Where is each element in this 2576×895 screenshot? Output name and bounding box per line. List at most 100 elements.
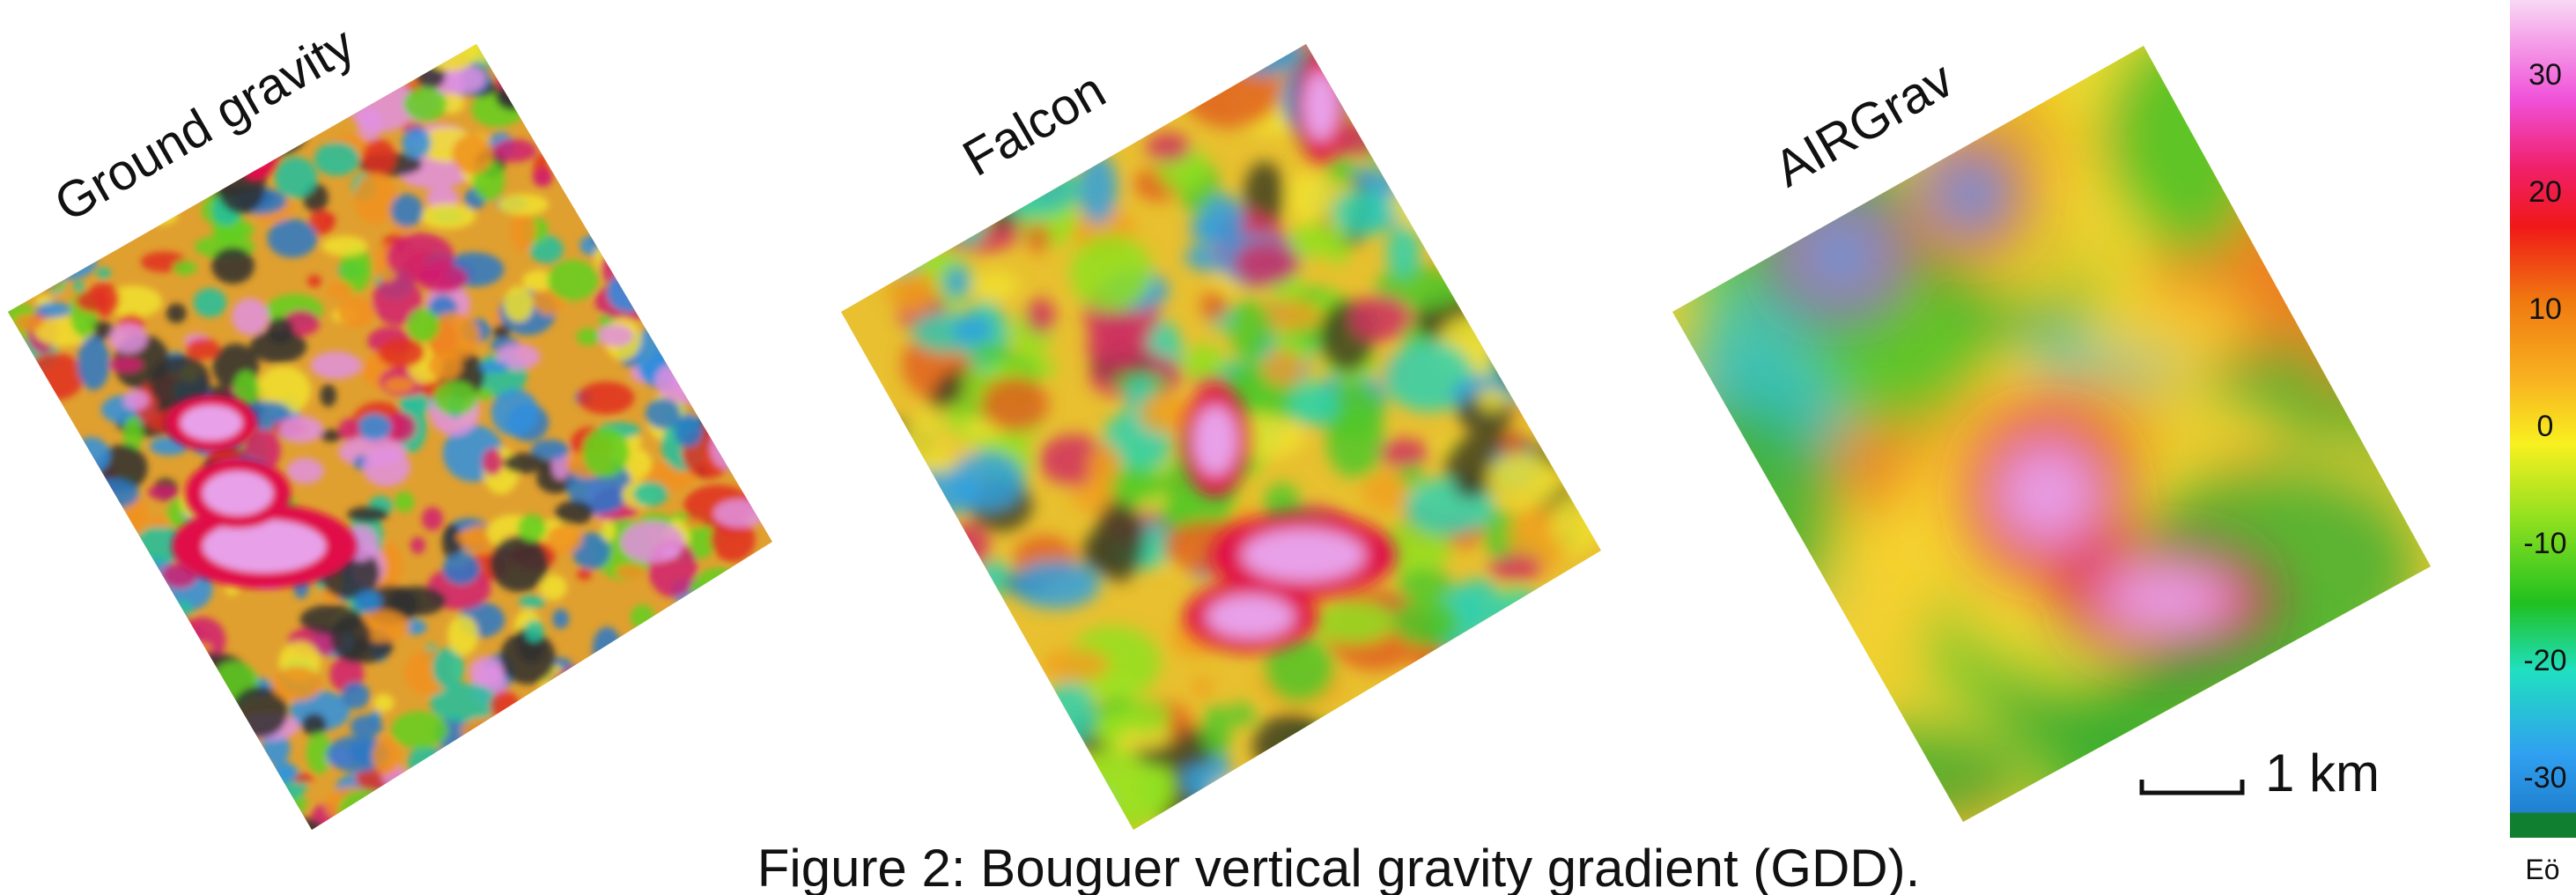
- map-blob: [698, 81, 724, 114]
- map-blob: [16, 666, 71, 692]
- map-blob: [602, 520, 616, 541]
- map-blob: [349, 805, 365, 823]
- map-blob: [169, 601, 194, 618]
- map-blob: [1229, 703, 1255, 726]
- map-blob: [1413, 771, 1450, 832]
- map-blob: [402, 127, 431, 159]
- map-blob: [490, 691, 520, 720]
- map-blob: [2122, 39, 2262, 259]
- map-blob: [594, 719, 639, 765]
- map-blob: [722, 250, 749, 292]
- map-blob: [918, 51, 957, 70]
- map-blob: [583, 427, 630, 477]
- map-blob: [725, 196, 783, 246]
- map-blob: [673, 813, 734, 847]
- map-blob: [1388, 759, 1439, 808]
- map-blob: [618, 679, 683, 716]
- map-blob: [868, 647, 910, 699]
- map-blob: [1568, 403, 1613, 463]
- map-blob: [354, 590, 382, 612]
- map-blob: [1429, 92, 1465, 137]
- map-blob: [2, 777, 18, 792]
- map-blob: [718, 708, 742, 728]
- map-blob: [619, 240, 644, 267]
- map-blob: [278, 416, 323, 443]
- map-blob: [36, 247, 77, 277]
- map-blob: [670, 665, 705, 697]
- map-blob: [187, 743, 220, 771]
- map-blob: [1577, 80, 1621, 132]
- map-blob: [698, 297, 757, 334]
- map-blob: [433, 381, 477, 415]
- map-blob: [64, 633, 84, 647]
- map-blob: [1591, 561, 1794, 686]
- map-blob: [681, 677, 709, 727]
- map-blob: [103, 803, 137, 822]
- map-blob: [321, 213, 336, 226]
- map-blob: [491, 389, 539, 436]
- map-blob: [600, 732, 624, 748]
- map-blob: [926, 200, 993, 232]
- map-blob: [0, 730, 36, 783]
- map-blob: [81, 478, 139, 510]
- map-blob: [740, 92, 760, 113]
- map-blob: [650, 40, 672, 70]
- map-blob: [0, 798, 48, 854]
- map-blob: [166, 303, 187, 323]
- map-blob: [597, 324, 633, 346]
- map-blob: [850, 573, 911, 621]
- map-blob: [21, 465, 44, 492]
- map-blob: [924, 32, 992, 85]
- map-blob: [28, 196, 55, 241]
- map-blob: [1477, 221, 1529, 258]
- map-blob: [628, 751, 653, 763]
- map-blob: [620, 680, 672, 705]
- map-blob: [1200, 292, 1228, 322]
- map-blob: [1206, 780, 1255, 818]
- map-blob: [1522, 177, 1558, 206]
- map-blob: [123, 390, 149, 411]
- map-blob: [44, 689, 80, 725]
- map-blob: [617, 32, 646, 70]
- map-blob: [543, 700, 563, 715]
- map-blob: [286, 458, 324, 484]
- map-blob: [578, 381, 634, 414]
- map-blob: [1379, 439, 1428, 468]
- map-blob: [124, 762, 144, 796]
- map-blob: [661, 218, 711, 270]
- map-blob: [1044, 783, 1110, 835]
- map-blob: [162, 59, 197, 92]
- map-blob: [654, 359, 720, 403]
- map-blob: [1546, 126, 1609, 166]
- map-blob: [642, 279, 710, 309]
- maps: [0, 0, 2482, 895]
- map-blob: [428, 351, 462, 381]
- map-blob: [874, 776, 934, 819]
- map-blob: [653, 794, 671, 818]
- map-blob: [661, 678, 697, 699]
- map-blob: [621, 521, 684, 563]
- map-blob: [1512, 741, 1598, 796]
- map-blob: [621, 181, 646, 218]
- map-blob: [899, 631, 944, 701]
- map-blob: [1363, 65, 1403, 110]
- map-blob: [657, 692, 677, 718]
- map-blob: [604, 807, 624, 826]
- anomaly-core: [1938, 159, 2008, 229]
- map-blob: [671, 127, 698, 144]
- map-blob: [721, 699, 761, 721]
- map-blob: [862, 27, 918, 94]
- map-blob: [612, 661, 649, 691]
- map-blob: [66, 713, 114, 751]
- map-blob: [898, 118, 928, 152]
- map-blob: [106, 564, 125, 581]
- map-blob: [22, 270, 59, 289]
- map-blob: [609, 721, 660, 767]
- map-blob: [711, 104, 742, 123]
- map-blob: [727, 376, 754, 402]
- map-blob: [415, 766, 436, 787]
- map-blob: [668, 300, 704, 350]
- map-blob: [2039, 764, 2261, 869]
- map-blob: [109, 323, 148, 354]
- map-blob: [1664, 567, 1784, 719]
